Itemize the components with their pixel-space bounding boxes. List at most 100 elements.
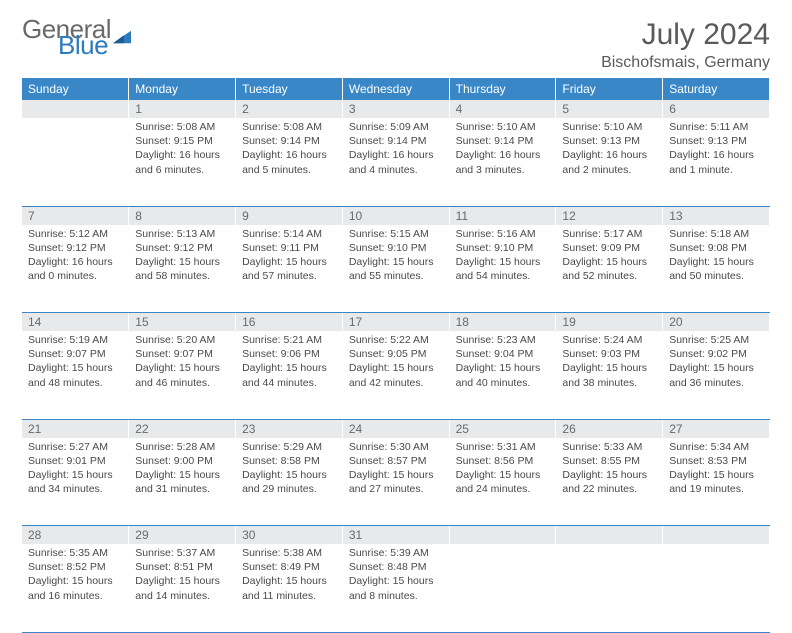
day-header: Sunday [22,78,129,100]
daylight-line: Daylight: 15 hours and 40 minutes. [456,361,550,389]
daylight-line: Daylight: 15 hours and 31 minutes. [135,468,229,496]
day-cell: Sunrise: 5:09 AMSunset: 9:14 PMDaylight:… [342,118,449,206]
day-cell: Sunrise: 5:14 AMSunset: 9:11 PMDaylight:… [236,225,343,313]
sunrise-line: Sunrise: 5:25 AM [669,333,763,347]
day-number: 29 [129,526,236,545]
day-cell [22,118,129,206]
sunset-line: Sunset: 9:14 PM [349,134,443,148]
daylight-line: Daylight: 15 hours and 52 minutes. [562,255,656,283]
daylight-line: Daylight: 15 hours and 16 minutes. [28,574,122,602]
sunset-line: Sunset: 9:01 PM [28,454,122,468]
day-number [663,526,770,545]
daylight-line: Daylight: 15 hours and 58 minutes. [135,255,229,283]
day-number [449,526,556,545]
day-header: Saturday [663,78,770,100]
sunset-line: Sunset: 8:56 PM [456,454,550,468]
day-cell: Sunrise: 5:15 AMSunset: 9:10 PMDaylight:… [342,225,449,313]
sunrise-line: Sunrise: 5:20 AM [135,333,229,347]
day-number: 2 [236,100,343,118]
day-cell: Sunrise: 5:30 AMSunset: 8:57 PMDaylight:… [342,438,449,526]
day-number: 5 [556,100,663,118]
sunrise-line: Sunrise: 5:29 AM [242,440,336,454]
day-number [556,526,663,545]
month-title: July 2024 [601,18,770,52]
daylight-line: Daylight: 15 hours and 48 minutes. [28,361,122,389]
day-cell [663,544,770,632]
title-block: July 2024 Bischofsmais, Germany [601,18,770,72]
day-cell: Sunrise: 5:13 AMSunset: 9:12 PMDaylight:… [129,225,236,313]
sunrise-line: Sunrise: 5:10 AM [456,120,550,134]
sunset-line: Sunset: 8:51 PM [135,560,229,574]
sunrise-line: Sunrise: 5:30 AM [349,440,443,454]
day-content-row: Sunrise: 5:19 AM Sunset: 9:07 PM Daylight:… [22,331,770,419]
day-cell: Sunrise: 5:17 AMSunset: 9:09 PMDaylight:… [556,225,663,313]
daylight-line: Daylight: 15 hours and 42 minutes. [349,361,443,389]
daylight-line: Daylight: 15 hours and 14 minutes. [135,574,229,602]
day-cell: Sunrise: 5:16 AMSunset: 9:10 PMDaylight:… [449,225,556,313]
daylight-line: Daylight: 15 hours and 50 minutes. [669,255,763,283]
day-number: 4 [449,100,556,118]
sunset-line: Sunset: 8:58 PM [242,454,336,468]
sunrise-line: Sunrise: 5:08 AM [135,120,229,134]
day-cell [556,544,663,632]
day-cell [449,544,556,632]
sunrise-line: Sunrise: 5:19 AM [28,333,122,347]
sunset-line: Sunset: 9:07 PM [135,347,229,361]
sunrise-line: Sunrise: 5:11 AM [669,120,763,134]
sunset-line: Sunset: 9:00 PM [135,454,229,468]
day-cell: Sunrise: 5:12 AMSunset: 9:12 PMDaylight:… [22,225,129,313]
location-subtitle: Bischofsmais, Germany [601,54,770,72]
sunrise-line: Sunrise: 5:39 AM [349,546,443,560]
daylight-line: Daylight: 16 hours and 6 minutes. [135,148,229,176]
sunrise-line: Sunrise: 5:09 AM [349,120,443,134]
sunset-line: Sunset: 9:11 PM [242,241,336,255]
day-number: 6 [663,100,770,118]
daylight-line: Daylight: 15 hours and 38 minutes. [562,361,656,389]
day-number: 21 [22,419,129,438]
day-number: 30 [236,526,343,545]
day-number: 20 [663,313,770,332]
daylight-line: Daylight: 15 hours and 54 minutes. [456,255,550,283]
day-number: 24 [342,419,449,438]
sunset-line: Sunset: 9:10 PM [456,241,550,255]
sunset-line: Sunset: 9:06 PM [242,347,336,361]
day-number: 26 [556,419,663,438]
sunrise-line: Sunrise: 5:12 AM [28,227,122,241]
day-number-row: 78910111213 [22,206,770,225]
day-number: 11 [449,206,556,225]
daylight-line: Daylight: 15 hours and 44 minutes. [242,361,336,389]
day-number: 27 [663,419,770,438]
sunrise-line: Sunrise: 5:34 AM [669,440,763,454]
day-number: 16 [236,313,343,332]
sunrise-line: Sunrise: 5:27 AM [28,440,122,454]
day-cell: Sunrise: 5:08 AMSunset: 9:15 PMDaylight:… [129,118,236,206]
day-cell: Sunrise: 5:28 AMSunset: 9:00 PMDaylight:… [129,438,236,526]
day-number: 7 [22,206,129,225]
sunset-line: Sunset: 9:04 PM [456,347,550,361]
day-number: 12 [556,206,663,225]
sunrise-line: Sunrise: 5:38 AM [242,546,336,560]
daylight-line: Daylight: 15 hours and 34 minutes. [28,468,122,496]
day-number: 14 [22,313,129,332]
day-content-row: Sunrise: 5:35 AMSunset: 8:52 PMDaylight:… [22,544,770,632]
day-number: 25 [449,419,556,438]
day-number: 9 [236,206,343,225]
daylight-line: Daylight: 16 hours and 0 minutes. [28,255,122,283]
day-header: Thursday [449,78,556,100]
day-number-row: 14151617181920 [22,313,770,332]
sunset-line: Sunset: 8:49 PM [242,560,336,574]
sunrise-line: Sunrise: 5:15 AM [349,227,443,241]
sunrise-line: Sunrise: 5:37 AM [135,546,229,560]
sunset-line: Sunset: 9:10 PM [349,241,443,255]
daylight-line: Daylight: 15 hours and 27 minutes. [349,468,443,496]
brand-logo: General Blue [22,18,131,56]
day-number: 17 [342,313,449,332]
daylight-line: Daylight: 15 hours and 19 minutes. [669,468,763,496]
day-cell: Sunrise: 5:10 AMSunset: 9:14 PMDaylight:… [449,118,556,206]
sunrise-line: Sunrise: 5:31 AM [456,440,550,454]
day-cell: Sunrise: 5:08 AMSunset: 9:14 PMDaylight:… [236,118,343,206]
sunset-line: Sunset: 8:55 PM [562,454,656,468]
day-cell: Sunrise: 5:25 AMSunset: 9:02 PMDaylight:… [663,331,770,419]
day-header: Monday [129,78,236,100]
day-cell: Sunrise: 5:19 AMSunset: 9:07 PMDaylight:… [22,331,129,419]
